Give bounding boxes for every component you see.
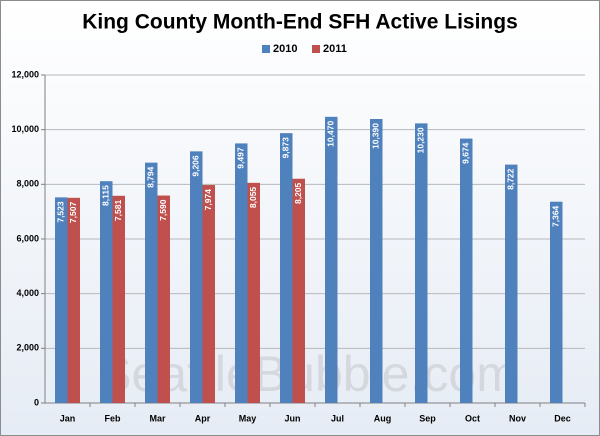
data-label: 7,590 — [158, 199, 168, 221]
legend-swatch — [262, 45, 270, 53]
data-label: 8,794 — [146, 166, 156, 188]
bar — [67, 197, 80, 403]
x-tick-label: Oct — [465, 413, 480, 423]
bar — [325, 116, 338, 403]
bar — [157, 195, 170, 403]
legend-swatch — [312, 45, 320, 53]
data-label: 9,497 — [236, 147, 246, 169]
x-tick-label: Feb — [104, 413, 121, 423]
data-label: 7,974 — [203, 189, 213, 211]
y-tick-label: 4,000 — [16, 288, 39, 298]
x-tick-label: Apr — [195, 413, 211, 423]
data-label: 10,470 — [326, 121, 336, 147]
x-tick-label: Jan — [60, 413, 76, 423]
bar — [100, 181, 113, 403]
x-tick-label: Jul — [331, 413, 344, 423]
x-tick-label: Aug — [374, 413, 392, 423]
x-tick-label: Jun — [284, 413, 300, 423]
bar — [190, 151, 203, 403]
bar — [55, 197, 68, 403]
data-label: 7,581 — [113, 200, 123, 222]
y-tick-label: 0 — [34, 397, 39, 407]
legend-label: 2011 — [323, 43, 347, 55]
data-label: 9,674 — [461, 142, 471, 164]
bar — [415, 123, 428, 403]
bar — [145, 162, 158, 403]
x-tick-label: Sep — [419, 413, 436, 423]
bar — [550, 201, 563, 403]
y-tick-label: 8,000 — [16, 179, 39, 189]
y-tick-label: 12,000 — [11, 69, 39, 79]
data-label: 7,507 — [68, 202, 78, 224]
x-tick-label: May — [239, 413, 257, 423]
legend-label: 2010 — [273, 43, 297, 55]
bar — [370, 119, 383, 404]
x-tick-label: Dec — [554, 413, 571, 423]
data-label: 10,390 — [371, 123, 381, 149]
bar — [292, 178, 305, 403]
x-tick-label: Mar — [149, 413, 166, 423]
data-label: 9,206 — [191, 155, 201, 177]
y-tick-label: 2,000 — [16, 343, 39, 353]
bar — [202, 185, 215, 403]
bar — [460, 138, 473, 403]
data-label: 8,205 — [293, 182, 303, 204]
bar — [247, 182, 260, 403]
bar — [112, 195, 125, 403]
data-label: 7,364 — [551, 205, 561, 227]
bar — [235, 143, 248, 403]
data-label: 9,873 — [281, 137, 291, 159]
data-label: 8,115 — [101, 185, 111, 206]
y-tick-label: 6,000 — [16, 233, 39, 243]
data-label: 10,230 — [416, 127, 426, 153]
bar — [505, 164, 518, 403]
y-tick-label: 10,000 — [11, 124, 39, 134]
bar — [280, 133, 293, 403]
data-label: 8,055 — [248, 187, 258, 209]
x-tick-label: Nov — [509, 413, 526, 423]
data-label: 8,722 — [506, 168, 516, 190]
chart-title: King County Month-End SFH Active Lisings — [82, 11, 518, 34]
data-label: 7,523 — [56, 201, 66, 223]
